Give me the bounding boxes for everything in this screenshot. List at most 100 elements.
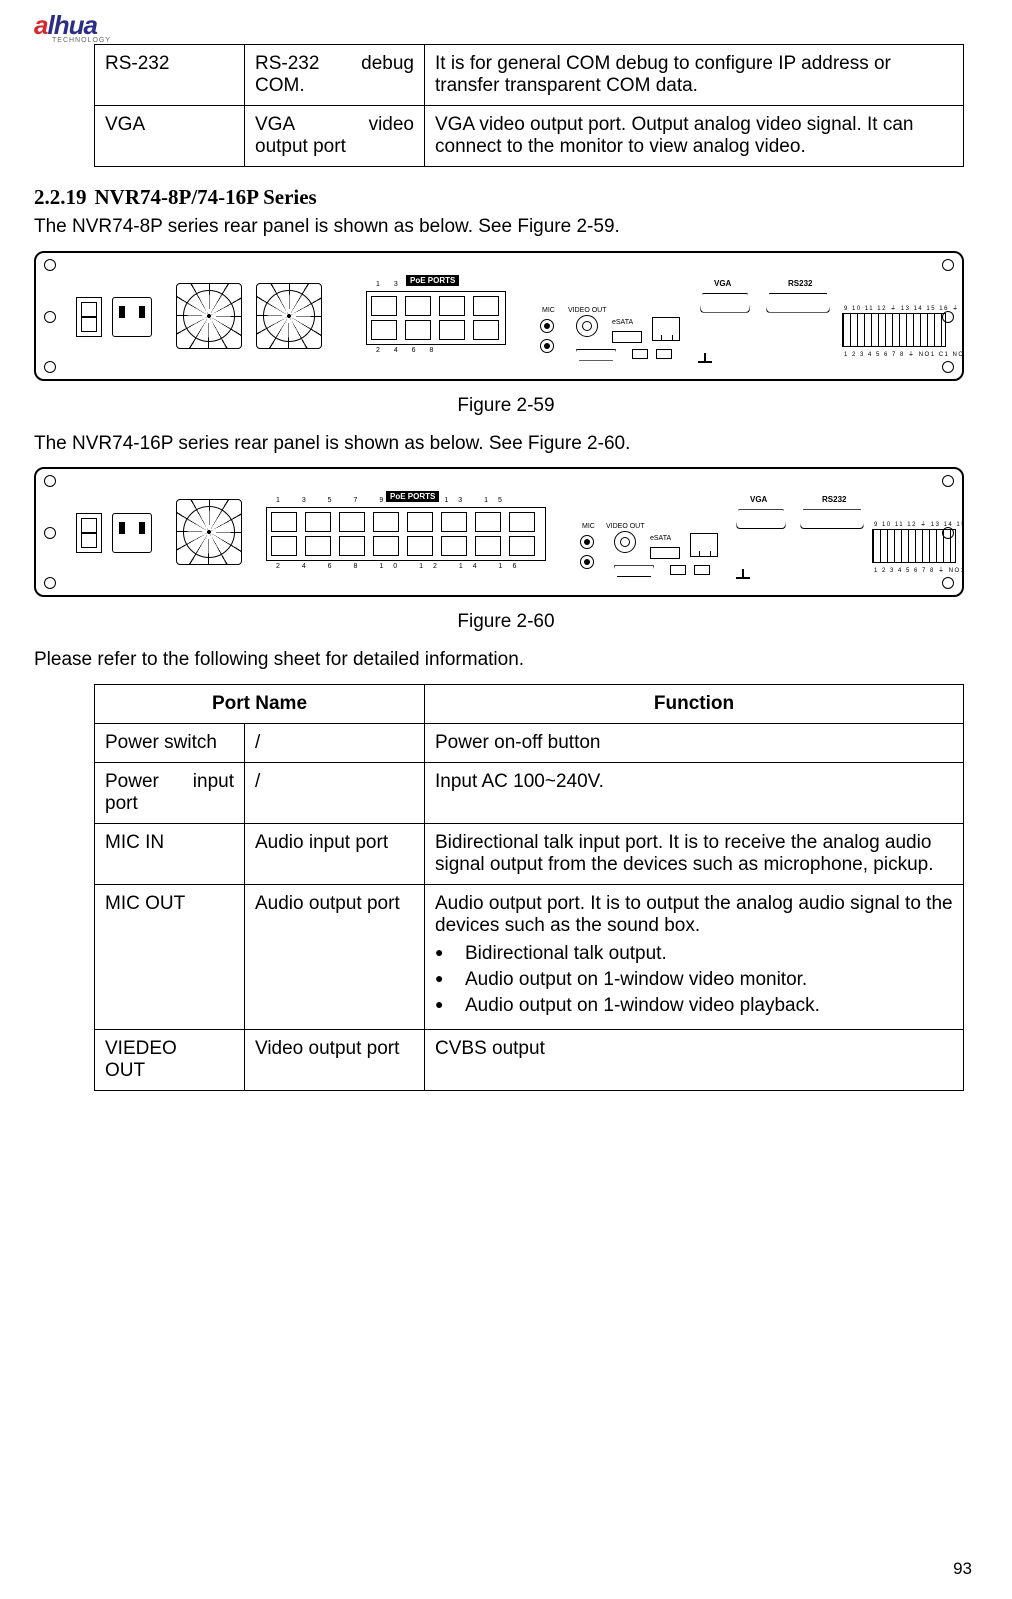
poe-ports-icon	[266, 507, 546, 561]
vga-label: VGA	[714, 279, 731, 288]
txt: output port	[255, 136, 414, 158]
port-function-table: Port Name Function Power switch / Power …	[94, 684, 964, 1091]
rj45-icon	[441, 536, 467, 556]
video-out-label: VIDEO OUT	[568, 307, 607, 314]
rj45-icon	[271, 512, 297, 532]
cell: Video output port	[245, 1029, 425, 1090]
page: alhua TECHNOLOGY RS-232 RS-232 debug COM…	[0, 0, 1012, 1599]
fan-icon	[176, 283, 242, 349]
cell: Audio input port	[245, 823, 425, 884]
rj45-icon	[271, 536, 297, 556]
rs232-port-icon	[766, 293, 830, 313]
power-switch-icon	[76, 297, 102, 337]
rear-panel-8p: PoE PORTS 1 3 5 7 2 4 6 8 MIC VIDEO OUT …	[34, 251, 964, 381]
terminal-block-icon	[872, 529, 956, 563]
table-row: RS-232 RS-232 debug COM. It is for gener…	[95, 45, 964, 106]
ac-inlet-icon	[112, 297, 152, 337]
mic-in-icon	[540, 319, 554, 333]
txt: video	[369, 114, 414, 136]
header-function: Function	[425, 684, 964, 723]
logo-rest: lhua	[47, 10, 96, 40]
screw-icon	[942, 361, 954, 373]
rj45-icon	[405, 296, 431, 316]
rs232-label: RS232	[822, 495, 846, 504]
rj45-icon	[339, 512, 365, 532]
screw-icon	[942, 259, 954, 271]
cell-name: VGA video output port	[245, 106, 425, 167]
bullet-list: Bidirectional talk output. Audio output …	[435, 943, 953, 1017]
cell-lead: Audio output port. It is to output the a…	[435, 893, 953, 937]
logo-sub: TECHNOLOGY	[52, 37, 978, 44]
usb-icon	[670, 565, 686, 575]
list-item: Bidirectional talk output.	[435, 943, 953, 965]
cell: /	[245, 723, 425, 762]
logo: alhua TECHNOLOGY	[34, 10, 978, 44]
screw-icon	[44, 311, 56, 323]
hdmi-icon	[614, 565, 654, 577]
rj45-icon	[473, 320, 499, 340]
cell: Power input port	[95, 762, 245, 823]
table-header-row: Port Name Function	[95, 684, 964, 723]
video-out-icon	[614, 531, 636, 553]
rj45-icon	[371, 296, 397, 316]
poe-nums-bot: 2 4 6 8 10 12 14 16	[276, 563, 526, 570]
txt: OUT	[105, 1060, 234, 1082]
poe-nums-bot: 2 4 6 8	[376, 347, 439, 354]
esata-label: eSATA	[650, 535, 671, 542]
screw-icon	[44, 577, 56, 589]
screw-icon	[44, 361, 56, 373]
rj45-icon	[305, 512, 331, 532]
fan-icon	[256, 283, 322, 349]
video-out-icon	[576, 315, 598, 337]
txt: VIEDEO	[105, 1038, 234, 1060]
term-nums-bot: 1 2 3 4 5 6 7 8 ⏚ NO1 C1 NO2 C2 NO3 C3 N…	[874, 565, 964, 574]
ground-icon	[698, 353, 712, 367]
rj45-icon	[475, 536, 501, 556]
cell-name: RS-232 debug COM.	[245, 45, 425, 106]
cell: Audio output port	[245, 884, 425, 1029]
intro-1: The NVR74-8P series rear panel is shown …	[34, 214, 978, 241]
page-number: 93	[953, 1559, 972, 1579]
rj45-icon	[339, 536, 365, 556]
mic-label: MIC	[542, 307, 555, 314]
cell: Audio output port. It is to output the a…	[425, 884, 964, 1029]
esata-icon	[612, 331, 642, 343]
rj45-icon	[407, 512, 433, 532]
rj45-icon	[439, 296, 465, 316]
intro-2: The NVR74-16P series rear panel is shown…	[34, 431, 978, 458]
txt: VGA	[255, 114, 295, 136]
vga-port-icon	[700, 293, 750, 313]
list-item: Audio output on 1-window video playback.	[435, 995, 953, 1017]
term-nums-top: 9 10 11 12 ⏚ 13 14 15 16 ⏚ + - A B	[874, 519, 964, 528]
esata-label: eSATA	[612, 319, 633, 326]
header-port-name: Port Name	[95, 684, 425, 723]
cell: MIC OUT	[95, 884, 245, 1029]
cell: Input AC 100~240V.	[425, 762, 964, 823]
rj45-icon	[439, 320, 465, 340]
table-row: Power input port / Input AC 100~240V.	[95, 762, 964, 823]
sheet-intro: Please refer to the following sheet for …	[34, 647, 978, 674]
ground-icon	[736, 569, 750, 583]
fan-icon	[176, 499, 242, 565]
table-row: MIC OUT Audio output port Audio output p…	[95, 884, 964, 1029]
txt: debug	[361, 53, 414, 75]
txt: Power	[105, 771, 159, 793]
poe-nums-top: 1 3 5 7 9 11 13 15	[276, 497, 512, 504]
figure-caption-2: Figure 2-60	[34, 611, 978, 633]
list-item: Audio output on 1-window video monitor.	[435, 969, 953, 991]
poe-ports-icon	[366, 291, 506, 345]
cell: Bidirectional talk input port. It is to …	[425, 823, 964, 884]
section-title: NVR74-8P/74-16P Series	[95, 185, 317, 209]
cell-func: VGA video output port. Output analog vid…	[425, 106, 964, 167]
txt: port	[105, 793, 234, 815]
table-row: Power switch / Power on-off button	[95, 723, 964, 762]
rj45-icon	[509, 512, 535, 532]
poe-nums-top: 1 3 5 7	[376, 281, 439, 288]
mic-label: MIC	[582, 523, 595, 530]
rj45-icon	[509, 536, 535, 556]
screw-icon	[942, 577, 954, 589]
power-switch-icon	[76, 513, 102, 553]
vga-port-icon	[736, 509, 786, 529]
rj45-icon	[441, 512, 467, 532]
lan-icon	[652, 317, 680, 341]
